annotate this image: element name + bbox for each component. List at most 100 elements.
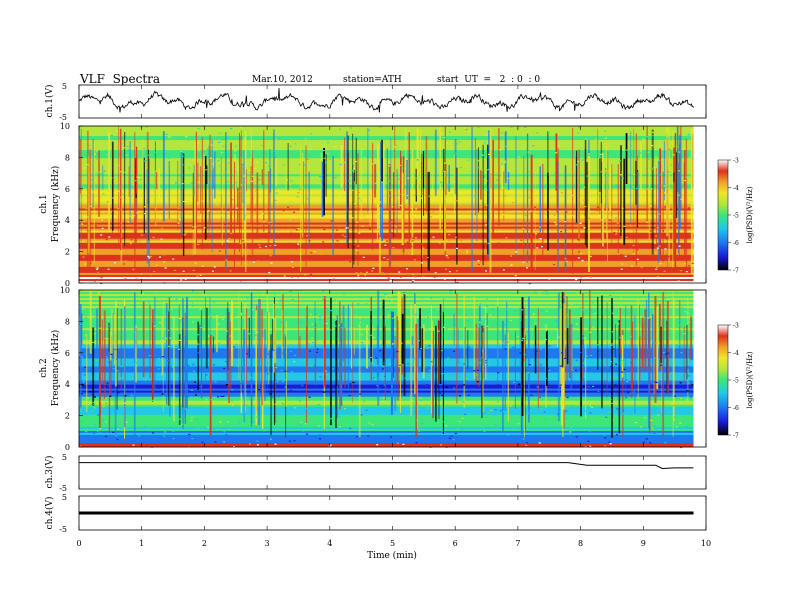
spec-speckle	[620, 254, 623, 256]
spec-speckle	[557, 413, 559, 415]
spec-speckle	[331, 244, 334, 246]
spec-streak	[274, 317, 277, 364]
spec-speckle	[422, 247, 425, 249]
spec-band	[79, 340, 694, 343]
spec-speckle	[608, 441, 611, 443]
spec-speckle	[295, 229, 298, 231]
figure-title: VLF Spectra	[80, 72, 161, 86]
spec-speckle	[612, 312, 615, 314]
spec-streak	[308, 171, 310, 249]
spec-speckle	[92, 314, 95, 316]
spec-speckle	[679, 249, 682, 252]
spec-band	[79, 150, 694, 153]
spec-streak	[243, 136, 246, 243]
spec-speckle	[268, 231, 271, 233]
spec-speckle	[356, 439, 359, 441]
spec-streak	[570, 324, 573, 390]
spec-band	[79, 132, 694, 135]
spec-speckle	[633, 174, 636, 176]
spec-speckle	[295, 306, 298, 308]
spec-speckle	[308, 343, 311, 345]
spec-speckle	[234, 182, 237, 184]
spec-speckle	[531, 233, 534, 235]
spec-speckle	[297, 307, 300, 309]
spec-speckle	[153, 270, 156, 273]
spec-band	[79, 156, 694, 159]
spec-speckle	[622, 251, 625, 253]
spec-speckle	[357, 304, 360, 306]
spec-speckle	[302, 430, 305, 432]
spec-streak	[366, 324, 368, 369]
spec-speckle	[567, 314, 569, 316]
spec-streak	[537, 307, 539, 409]
spec-speckle	[338, 403, 341, 405]
spec-speckle	[464, 127, 467, 129]
spec-speckle	[356, 249, 359, 251]
spec-band	[79, 140, 694, 143]
spec-band	[79, 372, 694, 375]
spec-speckle	[273, 150, 276, 152]
spec-speckle	[322, 406, 325, 408]
spec-speckle	[466, 160, 469, 162]
spec-speckle	[203, 227, 206, 229]
colorbar-tick-label: -6	[733, 240, 739, 247]
spec-speckle	[577, 251, 580, 253]
spec-speckle	[325, 370, 328, 372]
spec-speckle	[103, 170, 106, 172]
spec-speckle	[332, 134, 335, 136]
spec-speckle	[455, 270, 458, 272]
spec-speckle	[274, 293, 276, 296]
spec-speckle	[287, 437, 290, 439]
spec-speckle	[372, 267, 375, 269]
spec-speckle	[308, 327, 311, 329]
spec-streak	[168, 310, 170, 406]
spec-speckle	[615, 144, 617, 146]
spec-speckle	[383, 375, 386, 377]
spec-speckle	[400, 276, 402, 278]
spec-speckle	[672, 154, 675, 156]
colorbar-tick-label: -6	[733, 405, 739, 412]
spec-speckle	[376, 444, 379, 446]
spec-speckle	[323, 157, 326, 159]
ytick-label: 4	[65, 380, 70, 389]
spec-streak	[421, 153, 423, 196]
spec-speckle	[637, 392, 640, 394]
spec-speckle	[685, 271, 688, 273]
spec-speckle	[387, 306, 390, 309]
spec-speckle	[467, 394, 470, 396]
spec-speckle	[134, 331, 137, 333]
spec-speckle	[388, 363, 391, 365]
spec-speckle	[518, 156, 520, 158]
spec-streak	[432, 330, 434, 419]
spec-speckle	[99, 428, 102, 430]
spec-speckle	[553, 426, 556, 428]
spec-speckle	[589, 354, 592, 356]
ytick-label: 6	[65, 349, 70, 358]
spec-speckle	[691, 358, 694, 360]
spec-speckle	[653, 381, 656, 383]
ytick-label: 0	[65, 279, 70, 288]
spec-speckle	[304, 274, 307, 276]
spec-streak	[242, 165, 243, 257]
spec-speckle	[485, 204, 488, 206]
spec-speckle	[164, 188, 167, 191]
spec-speckle	[396, 197, 399, 199]
spec-speckle	[353, 244, 356, 246]
spec-speckle	[290, 180, 293, 182]
spec-speckle	[152, 186, 155, 188]
spec-speckle	[302, 359, 305, 362]
spec-speckle	[633, 308, 636, 310]
spec-speckle	[647, 317, 650, 319]
spec-speckle	[202, 166, 205, 168]
spec-speckle	[127, 221, 130, 223]
spec-band	[79, 346, 694, 349]
spec-speckle	[84, 263, 87, 265]
spec-speckle	[167, 359, 170, 362]
spec-speckle	[261, 145, 264, 147]
ch1-colorbar-ticks: -3-4-5-6-7	[728, 158, 739, 275]
spec-speckle	[245, 214, 248, 217]
ch2-freq-label: Frequency (kHz)	[50, 330, 61, 407]
spec-speckle	[578, 126, 581, 128]
spec-streak	[238, 293, 240, 380]
